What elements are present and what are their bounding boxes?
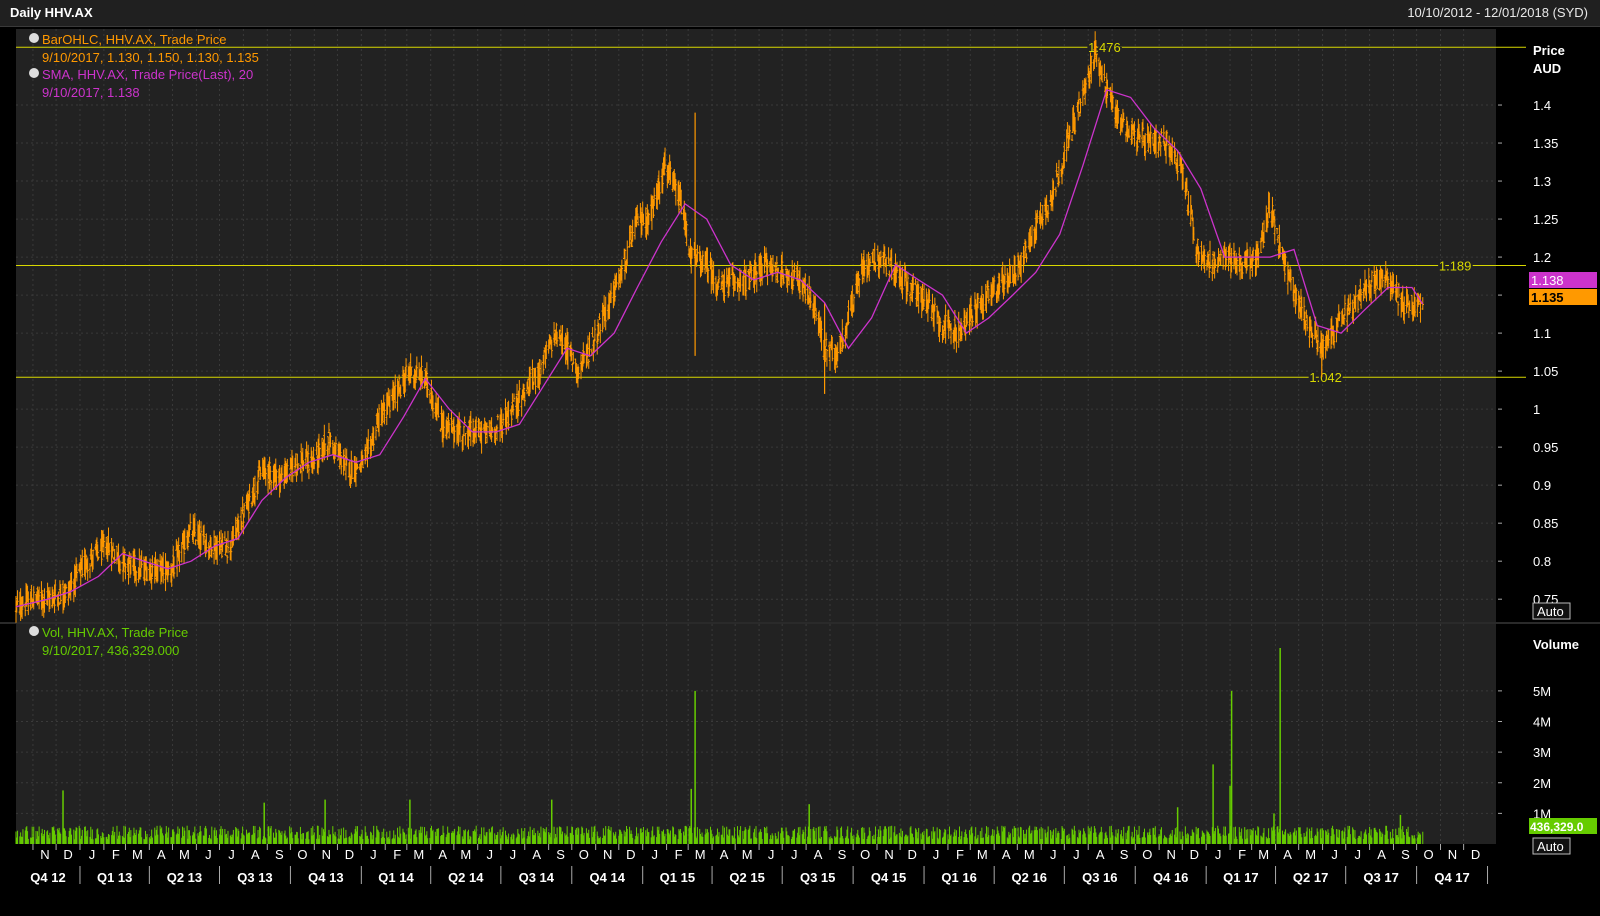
title-bar: Daily HHV.AX 10/10/2012 - 12/01/2018 (SY… [0, 0, 1600, 27]
price-bars [14, 31, 1424, 623]
volume-panel[interactable] [16, 624, 1496, 844]
level-label: 1.476 [1088, 40, 1121, 55]
volume-bars [15, 648, 1424, 844]
level-lines: 1.476 1.189 1.042 [16, 38, 1526, 387]
level-label: 1.189 [1439, 258, 1472, 273]
grid-lines [16, 29, 1496, 844]
level-label: 1.042 [1309, 370, 1342, 385]
date-range: 10/10/2012 - 12/01/2018 (SYD) [1407, 5, 1588, 20]
chart-title: Daily HHV.AX [10, 5, 93, 20]
